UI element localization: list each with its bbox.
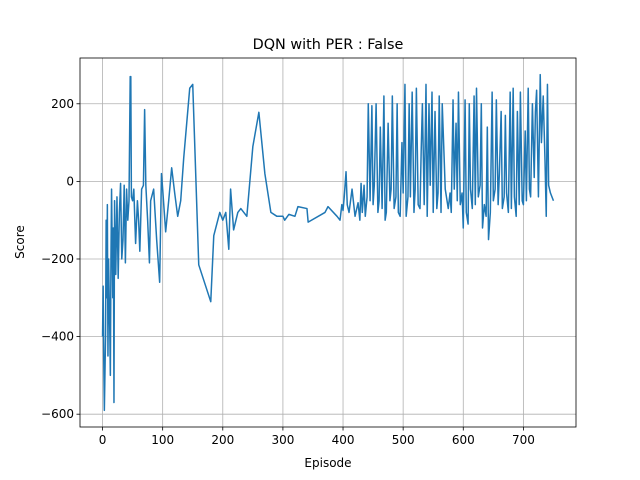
x-tick-label: 200 (211, 433, 234, 447)
x-tick-label: 400 (332, 433, 355, 447)
x-tick-label: 300 (271, 433, 294, 447)
x-tick-label: 0 (99, 433, 107, 447)
plot-area: 0 100 200 300 400 500 600 700 −600 −400 −200 0 200 (41, 58, 576, 447)
y-tick-label: −200 (41, 252, 74, 266)
y-tick-label: 0 (66, 174, 74, 188)
axes-frame (79, 57, 577, 428)
y-tick-label: −400 (41, 330, 74, 344)
x-axis-label: Episode (304, 456, 351, 470)
line-series (101, 73, 555, 412)
y-axis-label: Score (13, 225, 27, 259)
y-tick-label: 200 (51, 97, 74, 111)
x-tick-label: 700 (512, 433, 535, 447)
x-tick-label: 500 (392, 433, 415, 447)
x-tick-label: 100 (151, 433, 174, 447)
x-tick-label: 600 (452, 433, 475, 447)
y-tick-label: −600 (41, 407, 74, 421)
chart-title: DQN with PER : False (253, 37, 404, 53)
